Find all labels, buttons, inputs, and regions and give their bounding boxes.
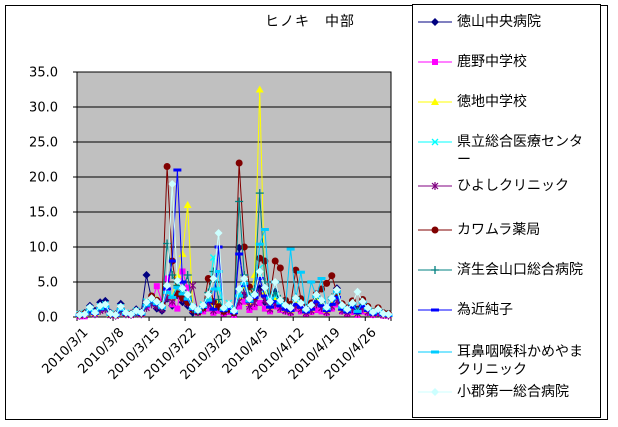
- legend-item: 徳山中央病院: [417, 13, 595, 31]
- y-tick-label: 10.0: [29, 241, 58, 256]
- y-tick-label: 35.0: [29, 66, 58, 81]
- legend-label: 県立総合医療センター: [457, 134, 583, 168]
- legend-item: 為近純子: [417, 301, 595, 319]
- legend-item: 鹿野中学校: [417, 53, 595, 71]
- legend-marker-dash-icon: [418, 308, 452, 312]
- legend-label: 為近純子: [457, 302, 513, 318]
- legend-marker-dash-icon: [418, 350, 452, 354]
- legend-item: カワムラ薬局: [417, 221, 595, 239]
- legend-label: 小郡第一総合病院: [457, 384, 569, 400]
- y-tick-label: 15.0: [29, 206, 58, 221]
- legend-marker-diamond-icon: [418, 18, 452, 26]
- legend-label: 徳地中学校: [457, 94, 527, 110]
- legend-item: 小郡第一総合病院: [417, 383, 595, 401]
- legend-label: 耳鼻咽喉科かめやまクリニック: [457, 344, 583, 378]
- legend-item: 県立総合医療センター: [417, 133, 595, 169]
- legend-label: 鹿野中学校: [457, 54, 527, 70]
- legend-item: ひよしクリニック: [417, 177, 595, 195]
- y-tick-label: 25.0: [29, 136, 58, 151]
- legend-marker-x-icon: [418, 138, 452, 146]
- x-axis-tick-labels: 2010/3/12010/3/82010/3/152010/3/222010/3…: [40, 317, 392, 383]
- legend-marker-plus-icon: [418, 266, 452, 274]
- y-axis-tick-labels: 0.0 5.0 10.0 15.0 20.0 25.0 30.0 35.0: [29, 66, 58, 326]
- legend-marker-star-icon: [418, 182, 452, 190]
- legend-marker-square-icon: [418, 59, 452, 65]
- gridlines: [73, 71, 391, 318]
- chart-title: ヒノキ 中部: [265, 14, 355, 30]
- y-tick-label: 20.0: [29, 171, 58, 186]
- legend-marker-circle-icon: [418, 226, 452, 234]
- legend-marker-triangle-icon: [418, 98, 452, 105]
- plot-background: [76, 71, 392, 318]
- legend-label: ひよしクリニック: [457, 178, 569, 194]
- legend-marker-diamond-icon: [418, 388, 452, 396]
- y-tick-label: 5.0: [37, 276, 58, 291]
- y-tick-label: 30.0: [29, 101, 58, 116]
- legend-label: カワムラ薬局: [457, 222, 541, 238]
- legend: 徳山中央病院 鹿野中学校徳地中学校県立総合医療センターひよしクリニック カワムラ薬局…: [412, 4, 601, 418]
- legend-label: 徳山中央病院: [457, 14, 541, 30]
- legend-item: 耳鼻咽喉科かめやまクリニック: [417, 343, 595, 379]
- legend-item: 済生会山口総合病院: [417, 261, 595, 279]
- legend-label: 済生会山口総合病院: [457, 262, 583, 278]
- y-tick-label: 0.0: [37, 311, 58, 326]
- legend-item: 徳地中学校: [417, 93, 595, 111]
- series-9: [75, 180, 393, 319]
